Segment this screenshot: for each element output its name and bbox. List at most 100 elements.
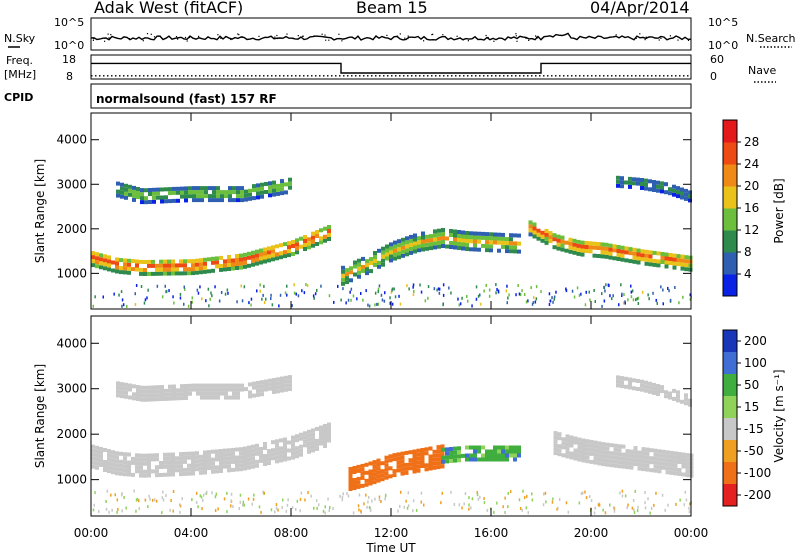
heatmap-cell (361, 256, 365, 261)
heatmap-cell (669, 462, 674, 467)
heatmap-cell (207, 269, 211, 274)
heatmap-speckle (548, 303, 551, 306)
heatmap-cell (128, 387, 132, 392)
heatmap-cell (652, 386, 656, 391)
heatmap-cell (243, 252, 247, 257)
heatmap-speckle (459, 302, 462, 306)
heatmap-cell (640, 257, 645, 262)
heatmap-speckle (527, 511, 529, 515)
heatmap-cell (660, 389, 664, 394)
heatmap-cell (649, 448, 654, 453)
heatmap-speckle (630, 290, 633, 294)
velocity-ylabel: Slant Range [km] (33, 364, 47, 468)
heatmap-cell (493, 236, 497, 241)
heatmap-cell (91, 263, 95, 268)
heatmap-cell (376, 458, 381, 463)
heatmap-cell (445, 455, 449, 460)
heatmap-speckle (239, 493, 242, 497)
heatmap-cell (477, 239, 481, 244)
heatmap-cell (461, 230, 465, 235)
heatmap-cell (103, 258, 107, 263)
heatmap-speckle (270, 508, 273, 512)
noise-search-dot (286, 33, 288, 35)
heatmap-speckle (398, 294, 400, 298)
heatmap-cell (553, 431, 558, 436)
heatmap-speckle (381, 298, 384, 302)
heatmap-cell (160, 397, 164, 401)
heatmap-speckle (580, 492, 583, 496)
heatmap-cell (295, 434, 299, 439)
heatmap-cell (220, 198, 224, 203)
heatmap-cell (481, 243, 485, 248)
heatmap-cell (260, 380, 264, 385)
heatmap-cell (360, 463, 365, 468)
heatmap-cell (99, 462, 103, 467)
heatmap-cell (596, 254, 601, 258)
heatmap-cell (199, 266, 203, 271)
heatmap-speckle (689, 502, 691, 506)
heatmap-cell (204, 391, 208, 396)
heatmap-cell (268, 382, 272, 387)
heatmap-cell (276, 377, 280, 382)
heatmap-cell (255, 249, 259, 254)
heatmap-speckle (458, 303, 460, 307)
heatmap-speckle (195, 500, 198, 504)
heatmap-speckle (477, 497, 480, 501)
heatmap-cell (629, 461, 634, 466)
heatmap-cell (608, 255, 613, 260)
heatmap-cell (453, 245, 457, 250)
heatmap-speckle (448, 286, 450, 290)
heatmap-cell (263, 454, 267, 458)
heatmap-speckle (118, 293, 120, 297)
heatmap-speckle (365, 493, 367, 497)
heatmap-cell (140, 393, 144, 398)
heatmap-cell (424, 463, 429, 468)
heatmap-cell (453, 454, 457, 459)
heatmap-speckle (669, 298, 672, 302)
heatmap-cell (540, 234, 545, 239)
heatmap-cell (283, 457, 287, 462)
heatmap-cell (120, 390, 124, 395)
noise-search-dot (186, 40, 188, 42)
heatmap-speckle (211, 491, 213, 495)
heatmap-cell (171, 452, 175, 457)
heatmap-cell (163, 460, 167, 465)
heatmap-cell (420, 456, 425, 460)
heatmap-cell (176, 388, 180, 393)
heatmap-cell (192, 194, 196, 199)
heatmap-cell (673, 459, 678, 464)
heatmap-cell (489, 453, 493, 458)
heatmap-cell (565, 434, 570, 439)
heatmap-cell (323, 234, 327, 239)
heatmap-speckle (412, 499, 415, 503)
heatmap-cell (247, 457, 251, 462)
heatmap-cell (481, 445, 485, 450)
heatmap-speckle (584, 303, 587, 307)
heatmap-cell (409, 242, 413, 247)
heatmap-cell (593, 452, 598, 457)
heatmap-cell (171, 456, 175, 461)
heatmap-speckle (688, 506, 690, 510)
heatmap-cell (432, 461, 437, 466)
heatmap-speckle (155, 499, 158, 503)
heatmap-cell (561, 445, 566, 450)
heatmap-speckle (461, 506, 463, 510)
heatmap-speckle (116, 498, 119, 502)
colorbar-segment (723, 186, 737, 209)
heatmap-cell (568, 237, 573, 242)
heatmap-cell (389, 258, 393, 263)
heatmap-cell (477, 457, 481, 462)
heatmap-speckle (453, 503, 456, 506)
heatmap-speckle (406, 284, 408, 288)
heatmap-speckle (684, 490, 686, 494)
heatmap-cell (553, 451, 558, 456)
heatmap-cell (517, 445, 521, 450)
heatmap-cell (235, 467, 239, 472)
heatmap-cell (167, 460, 171, 465)
heatmap-speckle (527, 299, 529, 303)
noise-search-dot (258, 35, 260, 37)
heatmap-cell (600, 242, 605, 247)
heatmap-cell (377, 248, 381, 253)
heatmap-cell (641, 447, 646, 452)
